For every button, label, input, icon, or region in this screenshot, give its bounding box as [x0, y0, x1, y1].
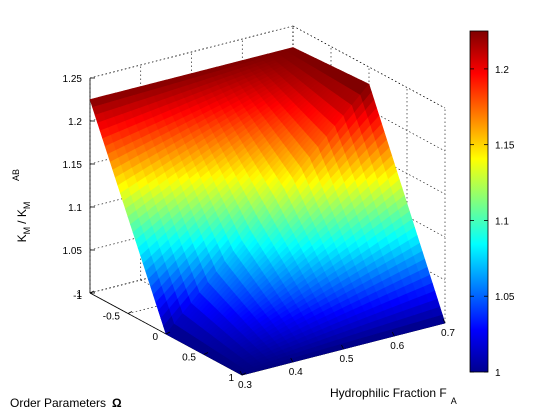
x-tick-label: 0.6 — [390, 341, 404, 352]
z-tick-label: 1.05 — [63, 246, 83, 257]
z-tick-label: 1 — [76, 289, 82, 300]
y-tick-mark — [203, 352, 209, 355]
y-tick-mark — [241, 372, 247, 376]
svg-text:KM/ KM: KM/ KM — [15, 202, 32, 243]
z-tick-label: 1.2 — [68, 117, 82, 128]
surface-plot — [89, 47, 446, 376]
z-axis-label: KM/ KM — [15, 202, 32, 243]
y-label-symbol: Ω — [112, 396, 122, 410]
z-tick-label: 1.1 — [68, 203, 82, 214]
svg-text:Hydrophilic Fraction FA: Hydrophilic Fraction F A — [330, 386, 457, 406]
x-tick-label: 0.7 — [441, 328, 455, 339]
grid-line — [292, 25, 446, 109]
x-tick-mark — [290, 357, 294, 363]
x-tick-label: 0.3 — [238, 380, 252, 391]
z-label-sub2: M — [22, 202, 32, 210]
x-label-sub: A — [451, 396, 457, 406]
z-label-sup: AB — [11, 169, 21, 181]
x-tick-mark — [442, 318, 446, 324]
z-label-sep: / K — [15, 209, 29, 224]
y-tick-label: -0.5 — [103, 312, 121, 323]
y-label-text: Order Parameters — [10, 396, 106, 410]
z-tick-label: 1.25 — [63, 74, 83, 85]
x-axis-ticks: 0.3 0.4 0.5 0.6 0.7 — [238, 318, 455, 391]
colorbar-tick-label: 1.05 — [495, 292, 515, 303]
y-axis-ticks: -1 -0.5 0 0.5 1 — [73, 290, 247, 384]
y-tick-label: -1 — [73, 291, 82, 302]
colorbar-tick-label: 1.15 — [495, 141, 515, 152]
x-tick-label: 0.5 — [340, 354, 354, 365]
z-label-sub: M — [22, 227, 32, 235]
y-tick-mark — [127, 311, 133, 314]
y-tick-mark — [165, 331, 171, 335]
colorbar-tick-label: 1.1 — [495, 216, 509, 227]
y-axis-label: Order Parameters Ω — [10, 396, 122, 410]
grid-line — [89, 25, 294, 79]
y-tick-label: 0 — [152, 332, 158, 343]
colorbar-tick-label: 1.2 — [495, 65, 509, 76]
z-axis-ticks: 1 1.05 1.1 1.15 1.2 1.25 — [63, 74, 95, 300]
x-axis-label: Hydrophilic Fraction F A — [330, 386, 457, 406]
z-tick-label: 1.15 — [63, 160, 83, 171]
x-tick-mark — [391, 331, 395, 337]
colorbar-ticks: 1 1.05 1.1 1.15 1.2 — [470, 65, 515, 379]
y-tick-mark — [89, 290, 95, 294]
colorbar-tick-label: 1 — [495, 368, 501, 379]
colorbar — [469, 30, 489, 373]
x-label-text: Hydrophilic Fraction F — [330, 386, 447, 400]
z-label-k: K — [15, 234, 29, 242]
y-tick-label: 1 — [228, 373, 234, 384]
x-tick-mark — [239, 370, 243, 376]
x-tick-label: 0.4 — [289, 367, 303, 378]
x-tick-mark — [341, 344, 344, 350]
y-tick-label: 0.5 — [182, 353, 196, 364]
